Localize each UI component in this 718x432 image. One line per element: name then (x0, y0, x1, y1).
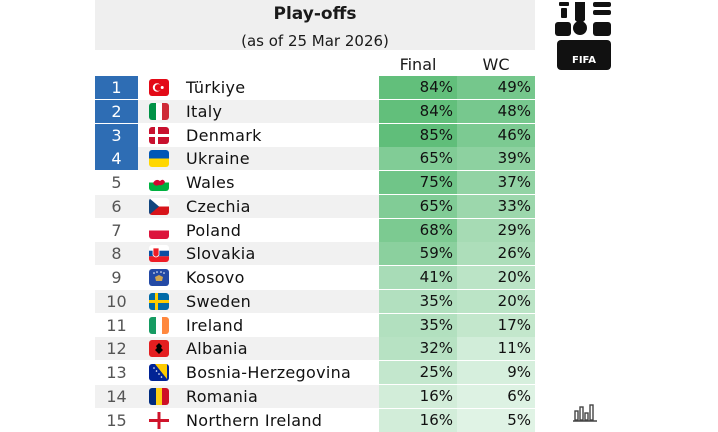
column-header-wc: WC (482, 55, 510, 74)
sweden-flag-icon (149, 292, 169, 310)
final-probability-cell: 16% (379, 408, 457, 432)
table-row: 7 Poland 68% 29% (95, 218, 535, 242)
table-row: 12 Albania 32% 11% (95, 337, 535, 361)
bosnia-flag-icon (149, 364, 169, 381)
final-probability-cell: 65% (379, 147, 457, 171)
table-row: 14 Romania 16% 6% (95, 384, 535, 408)
rank-cell: 15 (106, 410, 127, 430)
team-name: Türkiye (186, 78, 246, 97)
wc-probability-cell: 37% (457, 171, 535, 194)
poland-flag-icon (149, 221, 169, 239)
wc-probability-cell: 11% (457, 337, 535, 361)
rank-cell: 1 (95, 76, 138, 99)
team-name: Romania (186, 386, 259, 406)
team-name: Bosnia-Herzegovina (186, 363, 352, 382)
team-name: Poland (186, 220, 242, 240)
rank-cell: 10 (106, 291, 127, 311)
table-subtitle: (as of 25 Mar 2026) (241, 32, 389, 50)
ukraine-flag-icon (149, 150, 169, 168)
rank-cell: 4 (95, 147, 138, 171)
table-row: 4 Ukraine 65% 39% (95, 147, 535, 171)
final-probability-cell: 16% (379, 384, 457, 408)
team-name: Slovakia (186, 244, 256, 264)
final-probability-cell: 35% (379, 313, 457, 337)
final-probability-cell: 59% (379, 242, 457, 266)
albania-flag-icon (149, 340, 169, 358)
table-row: 2 Italy 84% 48% (95, 99, 535, 123)
final-probability-cell: 32% (379, 337, 457, 361)
rank-cell: 14 (106, 386, 127, 406)
turkey-flag-icon (149, 79, 169, 96)
final-probability-cell: 68% (379, 218, 457, 242)
table-title: Play-offs (273, 4, 357, 24)
team-name: Albania (186, 339, 248, 359)
czechia-flag-icon (149, 197, 169, 215)
rank-cell: 12 (106, 339, 127, 359)
wc-probability-cell: 5% (457, 408, 535, 432)
romania-flag-icon (149, 387, 169, 405)
bar-chart-icon[interactable] (573, 402, 597, 422)
rank-cell: 3 (95, 123, 138, 147)
table-row: 1 Türkiye 84% 49% (95, 76, 535, 99)
table-row: 10 Sweden 35% 20% (95, 289, 535, 313)
wc-probability-cell: 6% (457, 384, 535, 408)
table-row: 15 Northern Ireland 16% 5% (95, 408, 535, 432)
final-probability-cell: 25% (379, 361, 457, 384)
final-probability-cell: 41% (379, 266, 457, 289)
team-name: Denmark (186, 125, 262, 145)
kosovo-flag-icon (149, 269, 169, 286)
team-name: Ireland (186, 315, 244, 335)
table-row: 11 Ireland 35% 17% (95, 313, 535, 337)
wc-probability-cell: 46% (457, 123, 535, 147)
final-probability-cell: 84% (379, 76, 457, 99)
rank-cell: 5 (111, 173, 122, 192)
wc-probability-cell: 9% (457, 361, 535, 384)
rank-cell: 8 (111, 244, 122, 264)
wc-probability-cell: 20% (457, 289, 535, 313)
ireland-flag-icon (149, 316, 169, 334)
denmark-flag-icon (149, 126, 169, 144)
team-name: Italy (186, 101, 223, 121)
fifa-world-cup-logo: FIFA (555, 2, 611, 70)
team-name: Wales (186, 173, 235, 192)
wc-probability-cell: 20% (457, 266, 535, 289)
rank-cell: 9 (111, 268, 122, 287)
rank-cell: 2 (95, 99, 138, 123)
wc-probability-cell: 33% (457, 194, 535, 218)
table-row: 5 Wales 75% 37% (95, 171, 535, 194)
team-name: Northern Ireland (186, 410, 323, 430)
rank-cell: 11 (106, 315, 127, 335)
table-row: 9 Kosovo 41% 20% (95, 266, 535, 289)
final-probability-cell: 65% (379, 194, 457, 218)
team-name: Czechia (186, 196, 251, 216)
final-probability-cell: 75% (379, 171, 457, 194)
table-row: 6 Czechia 65% 33% (95, 194, 535, 218)
final-probability-cell: 84% (379, 99, 457, 123)
team-name: Ukraine (186, 149, 250, 169)
rank-cell: 7 (111, 220, 122, 240)
slovakia-flag-icon (149, 245, 169, 263)
wc-probability-cell: 26% (457, 242, 535, 266)
column-header-final: Final (399, 55, 437, 74)
final-probability-cell: 85% (379, 123, 457, 147)
rank-cell: 6 (111, 196, 122, 216)
wc-probability-cell: 49% (457, 76, 535, 99)
wc-probability-cell: 17% (457, 313, 535, 337)
wc-probability-cell: 39% (457, 147, 535, 171)
final-probability-cell: 35% (379, 289, 457, 313)
table-row: 8 Slovakia 59% 26% (95, 242, 535, 266)
rank-cell: 13 (106, 363, 127, 382)
wc-probability-cell: 29% (457, 218, 535, 242)
table-row: 13 Bosnia-Herzegovina 25% 9% (95, 361, 535, 384)
wc-probability-cell: 48% (457, 99, 535, 123)
italy-flag-icon (149, 102, 169, 120)
northern-ireland-flag-icon (149, 411, 169, 429)
header-band (95, 0, 535, 50)
table-row: 3 Denmark 85% 46% (95, 123, 535, 147)
logo-text: FIFA (572, 55, 596, 66)
team-name: Sweden (186, 291, 252, 311)
wales-flag-icon (149, 174, 169, 191)
team-name: Kosovo (186, 268, 245, 287)
